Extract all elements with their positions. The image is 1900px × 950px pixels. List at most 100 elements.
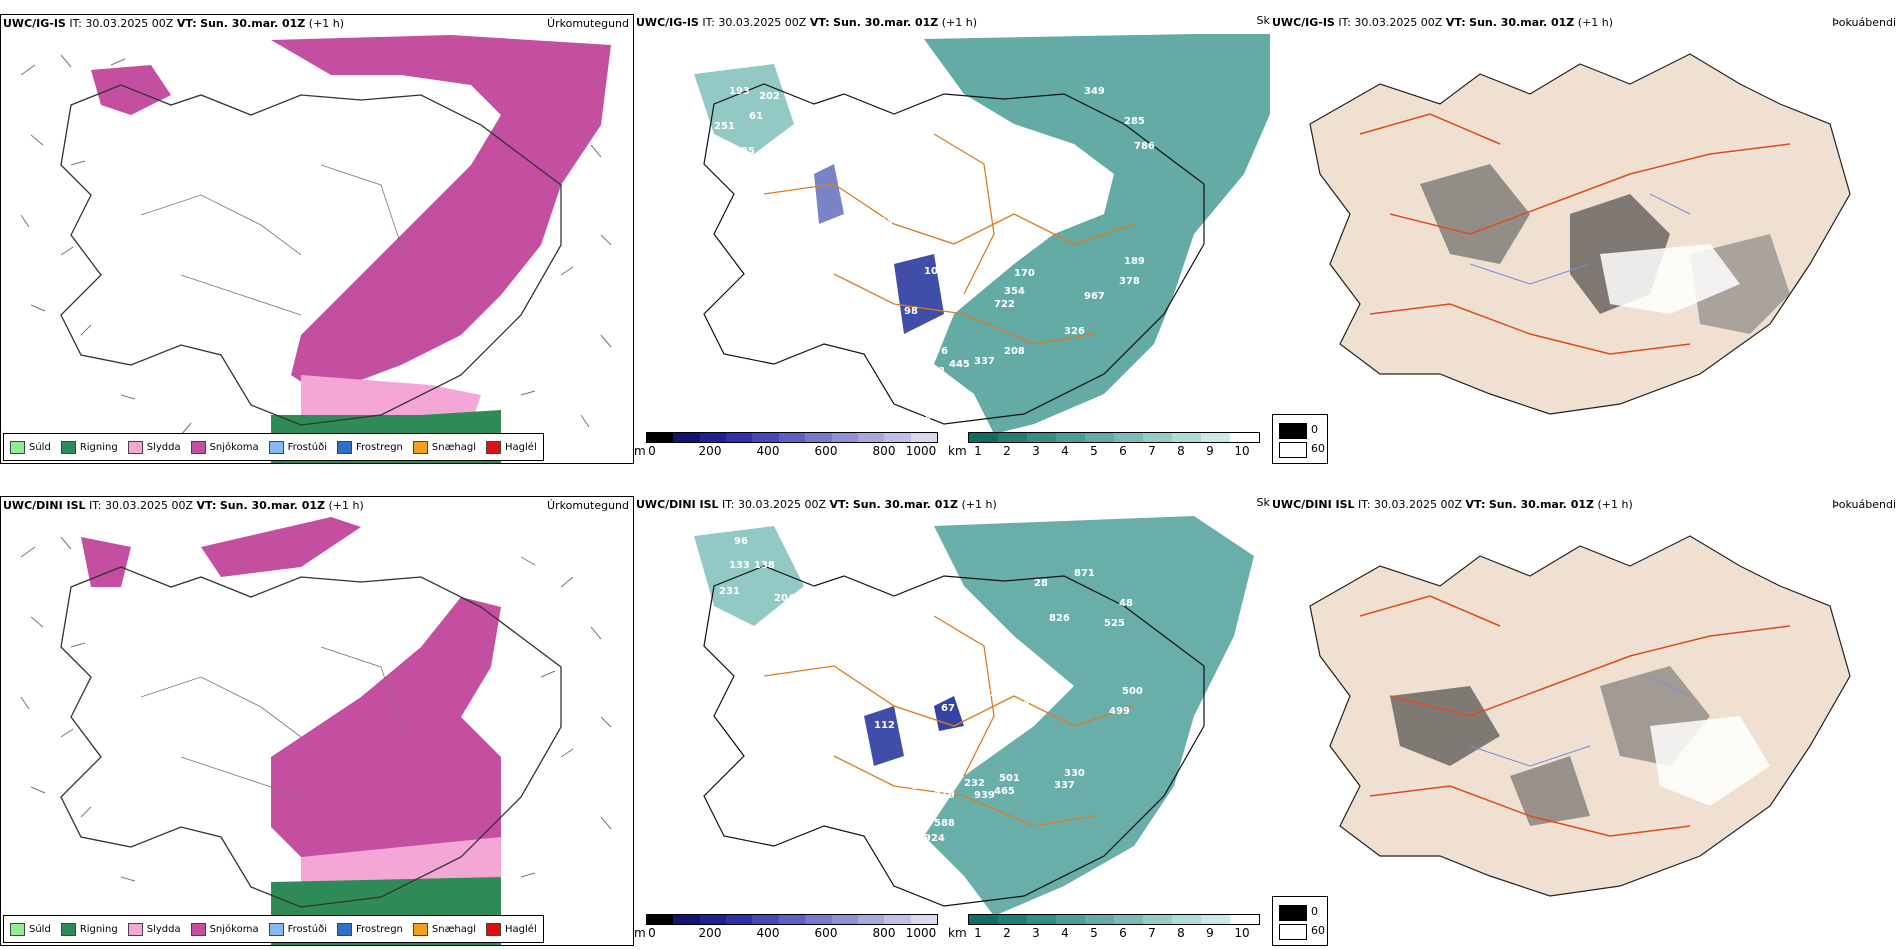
num-blue-11: 170 <box>1014 268 1035 279</box>
num-green-3: 48 <box>1119 598 1133 609</box>
legend-item-rigning: Rigning <box>60 440 118 454</box>
visibility-tick: 1 <box>974 926 982 940</box>
num-green-5: 967 <box>1084 291 1105 302</box>
num-blue-12: 354 <box>1004 286 1025 297</box>
num-green-0: 349 <box>1084 86 1105 97</box>
num-green-18: 746 <box>909 803 930 814</box>
num-green-0: 871 <box>1074 568 1095 579</box>
num-blue-13: 99 <box>924 720 938 731</box>
num-blue-10: 91 <box>994 256 1008 267</box>
num-blue-9: 10 <box>924 266 938 277</box>
num-blue-9: 80 <box>899 696 913 707</box>
num-blue-12: 112 <box>874 720 895 731</box>
precip-legend-row1: Súld Rigning Slydda Snjókoma Frostúði Fr… <box>3 433 544 461</box>
fog-swatch-white-icon <box>1279 924 1307 940</box>
num-green-13: 501 <box>999 773 1020 784</box>
swatch-icon <box>127 922 143 936</box>
num-green-17: 319 <box>934 790 955 801</box>
visibility-title-row1: Skyggni <box>1256 14 1270 27</box>
legend-item-haglel: Haglél <box>486 440 537 454</box>
num-blue-1: 133 <box>729 560 750 571</box>
visibility-colorbar-row1: km 1 2 3 4 5 6 7 8 9 10 <box>948 432 1270 462</box>
num-green-2: 786 <box>1134 141 1155 152</box>
visibility-tick: 8 <box>1177 444 1185 458</box>
num-green-7: 363 <box>1009 700 1030 711</box>
swatch-icon <box>190 922 206 936</box>
num-blue-0: 96 <box>734 536 748 547</box>
fog-panel-row1: UWC/IG-IS IT: 30.03.2025 00Z VT: Sun. 30… <box>1270 14 1900 464</box>
legend-item-snaehagl: Snæhagl <box>412 440 476 454</box>
ceiling-unit: m <box>634 926 646 940</box>
fog-map-row2 <box>1309 535 1851 897</box>
legend-item-sudl: Súld <box>10 922 51 936</box>
visibility-tick: 2 <box>1003 926 1011 940</box>
num-green-15: 939 <box>974 790 995 801</box>
visibility-tick: 10 <box>1234 444 1250 458</box>
num-blue-5: 113 <box>874 186 895 197</box>
num-green-12: 337 <box>1054 780 1075 791</box>
header-row1-fog: UWC/IG-IS IT: 30.03.2025 00Z VT: Sun. 30… <box>1272 16 1614 29</box>
visibility-unit: km <box>948 926 967 940</box>
visibility-tick: 5 <box>1090 926 1098 940</box>
fog-legend-high: 0 <box>1311 423 1318 436</box>
legend-item-frostregn: Frostregn <box>337 922 403 936</box>
ceiling-colorbar-row1: m 0 200 400 600 800 1000 <box>634 432 939 462</box>
visibility-tick: 4 <box>1061 926 1069 940</box>
ceiling-tick: 600 <box>814 444 838 458</box>
num-green-10: 578 <box>924 366 945 377</box>
swatch-icon <box>60 922 76 936</box>
snow-region-north <box>201 517 361 577</box>
num-green-11: 330 <box>1064 768 1085 779</box>
num-blue-13: 722 <box>994 299 1015 310</box>
swatch-icon <box>10 440 25 454</box>
ceiling-colorbar-row2: m 0 200 400 600 800 1000 <box>634 914 939 944</box>
visibility-tick: 10 <box>1234 926 1250 940</box>
visibility-tick: 3 <box>1032 444 1040 458</box>
ceiling-tick: 600 <box>814 926 838 940</box>
num-green-13: 76 <box>934 346 948 357</box>
num-green-4: 525 <box>1104 618 1125 629</box>
num-blue-1: 202 <box>759 91 780 102</box>
precip-type-panel-row1: UWC/IG-IS IT: 30.03.2025 00Z VT: Sun. 30… <box>0 14 634 464</box>
visibility-tick: 6 <box>1119 926 1127 940</box>
visibility-tick: 7 <box>1148 926 1156 940</box>
visibility-tick: 7 <box>1148 444 1156 458</box>
num-green-10: 323 <box>909 748 930 759</box>
precip-map-row2 <box>20 517 612 945</box>
snow-region-central <box>271 597 501 867</box>
ceiling-tick: 800 <box>872 926 896 940</box>
num-blue-8: 70 <box>884 678 898 689</box>
swatch-icon <box>60 440 76 454</box>
fog-map-row1 <box>1309 53 1851 415</box>
num-blue-2: 251 <box>714 121 735 132</box>
num-green-9: 499 <box>1109 706 1130 717</box>
coastline-row1-a <box>60 84 562 426</box>
swatch-icon <box>10 922 25 936</box>
visibility-panel-row2: 96 133 138 231 204 212 163 76 70 80 24 6… <box>634 496 1270 946</box>
visibility-tick: 8 <box>1177 926 1185 940</box>
visibility-tick: 2 <box>1003 444 1011 458</box>
num-blue-11: 67 <box>941 703 955 714</box>
num-green-12: 211 <box>924 411 945 422</box>
legend-item-rigning: Rigning <box>60 922 118 936</box>
num-green-21: 281 <box>904 848 925 859</box>
fog-legend-low: 60 <box>1311 442 1325 455</box>
visibility-tick: 6 <box>1119 444 1127 458</box>
visibility-tick: 9 <box>1206 926 1214 940</box>
visibility-tick: 4 <box>1061 444 1069 458</box>
ceiling-tick: 800 <box>872 444 896 458</box>
precip-type-panel-row2: UWC/DINI ISL IT: 30.03.2025 00Z VT: Sun.… <box>0 496 634 946</box>
legend-item-sudl: Súld <box>10 440 51 454</box>
legend-item-snjokoma: Snjókoma <box>190 922 259 936</box>
num-blue-3: 61 <box>749 111 763 122</box>
ceiling-tick: 400 <box>756 444 780 458</box>
legend-item-snaehagl: Snæhagl <box>412 922 476 936</box>
num-green-14: 232 <box>964 778 985 789</box>
ceiling-tick: 200 <box>698 444 722 458</box>
swatch-icon <box>190 440 206 454</box>
fog-legend-row2: 0 60 <box>1272 896 1328 946</box>
num-blue-6: 33 <box>879 216 893 227</box>
legend-item-snjokoma: Snjókoma <box>190 440 259 454</box>
header-row1-visibility: UWC/IG-IS IT: 30.03.2025 00Z VT: Sun. 30… <box>636 16 978 29</box>
legend-item-haglel: Haglél <box>486 922 537 936</box>
